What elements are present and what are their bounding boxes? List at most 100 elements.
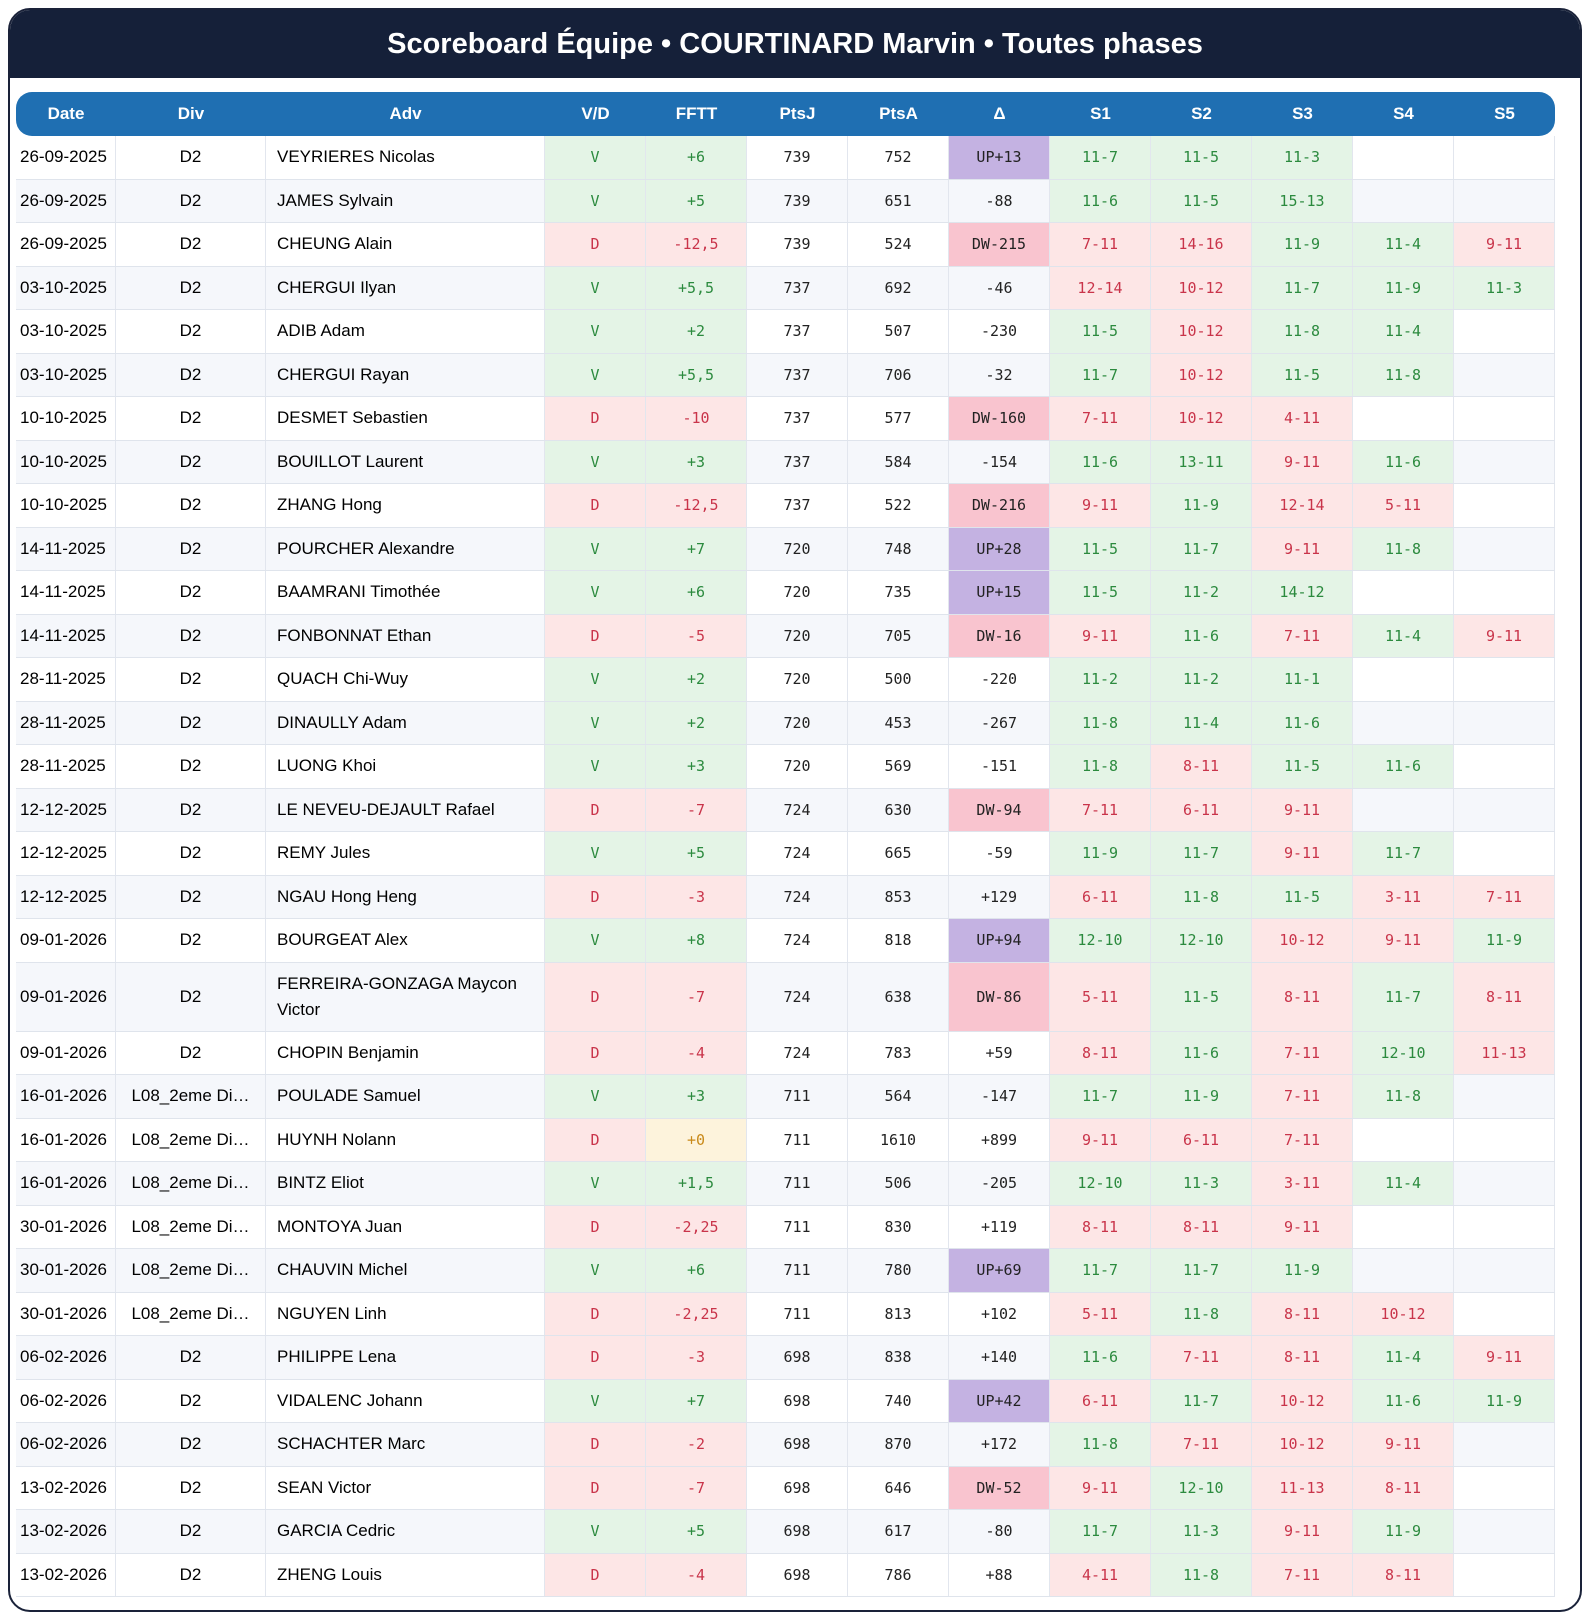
division-label: L08_2eme Di… [131, 1173, 250, 1193]
delta-cell: DW-216 [949, 484, 1050, 527]
table-row[interactable]: 14-11-2025 D2 FONBONNAT Ethan D -5 720 705 DW-1… [16, 614, 1555, 658]
column-header-vd[interactable]: V/D [581, 104, 610, 123]
set-score-cell: 10-12 [1151, 266, 1252, 309]
table-row[interactable]: 09-01-2026 D2 BOURGEAT Alex V +8 724 818 UP+94 1… [16, 919, 1555, 963]
column-header-delta[interactable]: Δ [993, 104, 1006, 123]
result-cell: D [545, 1205, 646, 1248]
table-row[interactable]: 14-11-2025 D2 BAAMRANI Timothée V +6 720 735 UP… [16, 571, 1555, 615]
result-cell: D [545, 614, 646, 657]
table-row[interactable]: 10-10-2025 D2 BOUILLOT Laurent V +3 737 584 -15… [16, 440, 1555, 484]
column-header-fftt[interactable]: FFTT [675, 104, 718, 123]
table-row[interactable]: 28-11-2025 D2 DINAULLY Adam V +2 720 453 -267 11… [16, 701, 1555, 745]
column-header-s3[interactable]: S3 [1292, 104, 1313, 123]
player-points-cell: 720 [747, 745, 848, 788]
table-row[interactable]: 09-01-2026 D2 CHOPIN Benjamin D -4 724 783 +59 8… [16, 1031, 1555, 1075]
set-score-cell: 6-11 [1050, 1379, 1151, 1422]
opponent-points-cell: 577 [848, 397, 949, 440]
table-row[interactable]: 06-02-2026 D2 PHILIPPE Lena D -3 698 838 +140 11… [16, 1336, 1555, 1380]
table-row[interactable]: 26-09-2025 D2 VEYRIERES Nicolas V +6 739 752 UP… [16, 136, 1555, 180]
set-score-cell [1454, 1423, 1555, 1466]
table-row[interactable]: 13-02-2026 D2 GARCIA Cedric V +5 698 617 -80 11-… [16, 1510, 1555, 1554]
set-score-cell: 13-11 [1151, 440, 1252, 483]
set-score-cell: 7-11 [1151, 1336, 1252, 1379]
table-row[interactable]: 14-11-2025 D2 POURCHER Alexandre V +7 720 748 U… [16, 527, 1555, 571]
opponent-cell: FERREIRA-GONZAGA Maycon Victor [266, 962, 545, 1031]
table-row[interactable]: 26-09-2025 D2 JAMES Sylvain V +5 739 651 -88 11-… [16, 179, 1555, 223]
opponent-cell: BOUILLOT Laurent [266, 440, 545, 483]
opponent-points-cell: 830 [848, 1205, 949, 1248]
division-cell: D2 [116, 571, 266, 614]
column-header-ptsa[interactable]: PtsA [879, 104, 918, 123]
delta-cell: -80 [949, 1510, 1050, 1553]
table-row[interactable]: 13-02-2026 D2 SEAN Victor D -7 698 646 DW-52 9-1… [16, 1466, 1555, 1510]
division-label: D2 [179, 582, 202, 602]
table-row[interactable]: 28-11-2025 D2 LUONG Khoi V +3 720 569 -151 11-8 8… [16, 745, 1555, 789]
delta-cell: -59 [949, 832, 1050, 875]
opponent-points-cell: 524 [848, 223, 949, 266]
player-points-cell: 720 [747, 614, 848, 657]
column-header-adv[interactable]: Adv [389, 104, 422, 123]
date-cell: 28-11-2025 [16, 745, 116, 788]
column-header-s5[interactable]: S5 [1494, 104, 1515, 123]
set-score-cell: 9-11 [1050, 1466, 1151, 1509]
set-score-cell: 7-11 [1252, 1118, 1353, 1161]
set-score-cell: 7-11 [1050, 397, 1151, 440]
result-cell: V [545, 832, 646, 875]
set-score-cell: 7-11 [1454, 875, 1555, 918]
table-row[interactable]: 10-10-2025 D2 ZHANG Hong D -12,5 737 522 DW-216… [16, 484, 1555, 528]
table-row[interactable]: 30-01-2026 L08_2eme Di… CHAUVIN Michel V +6 7… [16, 1249, 1555, 1293]
table-row[interactable]: 09-01-2026 D2 FERREIRA-GONZAGA Maycon Vict… [16, 962, 1555, 1032]
set-score-cell: 11-9 [1353, 1510, 1454, 1553]
table-row[interactable]: 30-01-2026 L08_2eme Di… NGUYEN Linh D -2,25 7… [16, 1292, 1555, 1336]
delta-cell: -205 [949, 1162, 1050, 1205]
set-score-cell: 11-6 [1353, 1379, 1454, 1422]
set-score-cell: 9-11 [1050, 614, 1151, 657]
table-row[interactable]: 03-10-2025 D2 CHERGUI Ilyan V +5,5 737 692 -46 1… [16, 266, 1555, 310]
table-row[interactable]: 13-02-2026 D2 ZHENG Louis D -4 698 786 +88 4-11 1… [16, 1553, 1555, 1597]
date-cell: 30-01-2026 [16, 1205, 116, 1248]
column-header-s1[interactable]: S1 [1090, 104, 1111, 123]
set-score-cell: 11-6 [1151, 614, 1252, 657]
table-row[interactable]: 16-01-2026 L08_2eme Di… HUYNH Nolann D +0 711… [16, 1118, 1555, 1162]
player-points-cell: 724 [747, 919, 848, 962]
division-label: D2 [179, 712, 202, 732]
column-header-s4[interactable]: S4 [1393, 104, 1414, 123]
table-row[interactable]: 10-10-2025 D2 DESMET Sebastien D -10 737 577 DW… [16, 397, 1555, 441]
set-score-cell: 11-7 [1151, 527, 1252, 570]
division-label: D2 [179, 986, 202, 1006]
fftt-points-cell: -4 [646, 1553, 747, 1596]
table-row[interactable]: 16-01-2026 L08_2eme Di… BINTZ Eliot V +1,5 71… [16, 1162, 1555, 1206]
division-label: D2 [179, 625, 202, 645]
set-score-cell: 9-11 [1252, 527, 1353, 570]
column-header-date[interactable]: Date [47, 104, 85, 123]
set-score-cell: 11-4 [1353, 1336, 1454, 1379]
table-row[interactable]: 12-12-2025 D2 LE NEVEU-DEJAULT Rafael D -7 72… [16, 788, 1555, 832]
division-cell: D2 [116, 658, 266, 701]
set-score-cell: 8-11 [1151, 745, 1252, 788]
column-header-div[interactable]: Div [177, 104, 205, 123]
date-cell: 13-02-2026 [16, 1510, 116, 1553]
column-header-ptsj[interactable]: PtsJ [779, 104, 816, 123]
fftt-points-cell: +3 [646, 1075, 747, 1118]
table-row[interactable]: 03-10-2025 D2 CHERGUI Rayan V +5,5 737 706 -32 1… [16, 353, 1555, 397]
table-row[interactable]: 26-09-2025 D2 CHEUNG Alain D -12,5 739 524 DW-2… [16, 223, 1555, 267]
table-row[interactable]: 28-11-2025 D2 QUACH Chi-Wuy V +2 720 500 -220 11… [16, 658, 1555, 702]
division-cell: L08_2eme Di… [116, 1249, 266, 1292]
table-row[interactable]: 30-01-2026 L08_2eme Di… MONTOYA Juan D -2,25… [16, 1205, 1555, 1249]
table-row[interactable]: 12-12-2025 D2 NGAU Hong Heng D -3 724 853 +129 6… [16, 875, 1555, 919]
table-row[interactable]: 16-01-2026 L08_2eme Di… POULADE Samuel V +3 7… [16, 1075, 1555, 1119]
table-row[interactable]: 03-10-2025 D2 ADIB Adam V +2 737 507 -230 11-5 10… [16, 310, 1555, 354]
column-header-s2[interactable]: S2 [1191, 104, 1212, 123]
player-points-cell: 724 [747, 832, 848, 875]
fftt-points-cell: +6 [646, 136, 747, 179]
delta-cell: DW-16 [949, 614, 1050, 657]
set-score-cell: 11-7 [1353, 962, 1454, 1031]
table-row[interactable]: 12-12-2025 D2 REMY Jules V +5 724 665 -59 11-9 11… [16, 832, 1555, 876]
opponent-cell: CHAUVIN Michel [266, 1249, 545, 1292]
set-score-cell: 11-7 [1151, 832, 1252, 875]
table-row[interactable]: 06-02-2026 D2 SCHACHTER Marc D -2 698 870 +172 1… [16, 1423, 1555, 1467]
table-row[interactable]: 06-02-2026 D2 VIDALENC Johann V +7 698 740 UP+4… [16, 1379, 1555, 1423]
set-score-cell: 4-11 [1252, 397, 1353, 440]
set-score-cell: 3-11 [1252, 1162, 1353, 1205]
division-label: D2 [179, 886, 202, 906]
